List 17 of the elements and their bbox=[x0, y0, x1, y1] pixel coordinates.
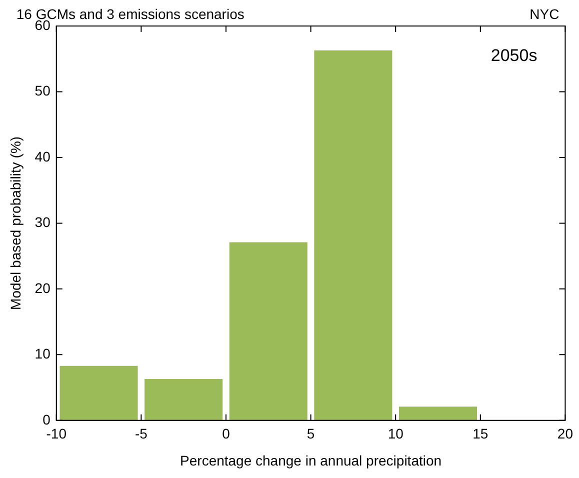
y-tick-label: 40 bbox=[34, 148, 51, 164]
x-tick-label: 10 bbox=[388, 426, 404, 442]
y-tick-label: 20 bbox=[34, 280, 51, 296]
y-tick-label: 10 bbox=[34, 346, 51, 362]
x-axis-title: Percentage change in annual precipitation bbox=[180, 452, 442, 468]
x-tick-label: 15 bbox=[472, 426, 488, 442]
y-tick-label: 30 bbox=[34, 214, 51, 230]
x-tick-label: 0 bbox=[222, 426, 230, 442]
x-tick-label: 5 bbox=[306, 426, 315, 442]
y-tick-label: 0 bbox=[42, 411, 51, 428]
y-axis-title: Model based probability (%) bbox=[7, 136, 24, 310]
y-tick-label: 50 bbox=[34, 82, 51, 99]
x-tick-label: 20 bbox=[557, 426, 574, 442]
x-tick-label: -10 bbox=[46, 426, 67, 442]
x-tick-label: -5 bbox=[134, 426, 148, 442]
text: NYC bbox=[530, 6, 560, 22]
annotation: 2050s bbox=[490, 46, 538, 66]
